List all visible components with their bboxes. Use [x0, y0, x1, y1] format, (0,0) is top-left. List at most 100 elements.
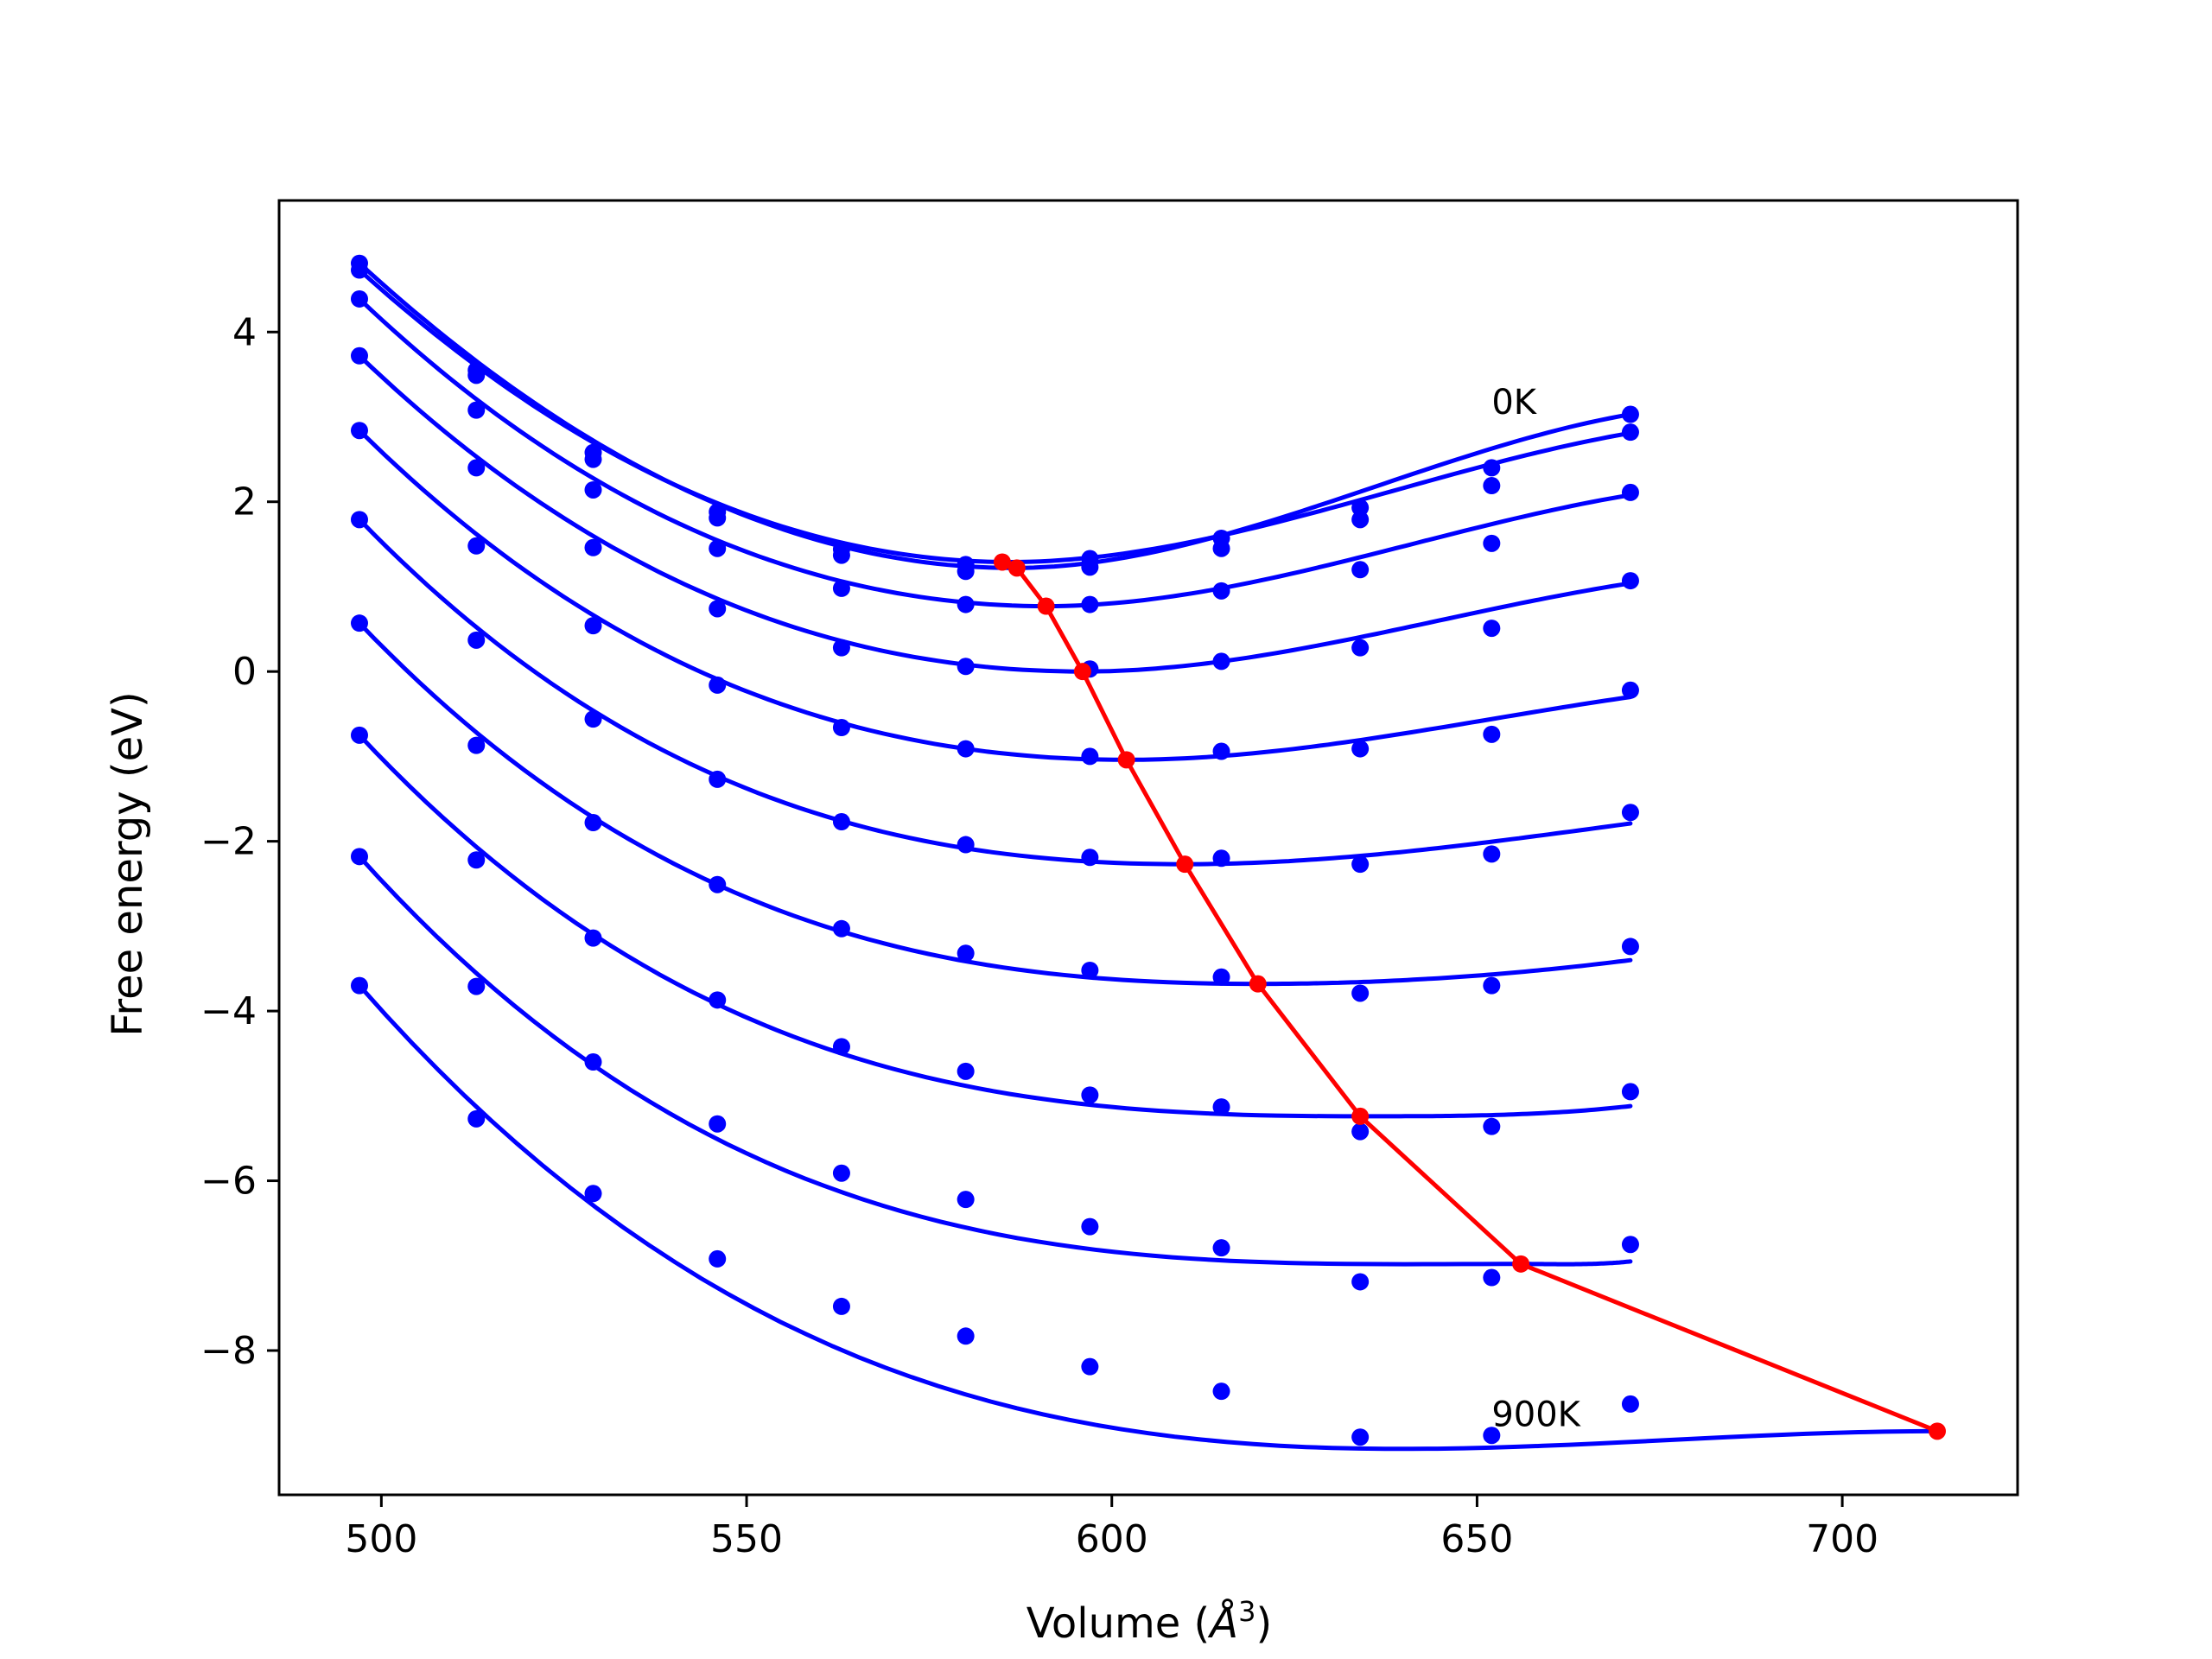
data-point-2-1 [467, 401, 486, 419]
minimum-point-6 [1249, 975, 1267, 993]
data-point-2-9 [1483, 534, 1501, 552]
data-point-3-2 [584, 538, 602, 556]
data-point-6-7 [1212, 968, 1230, 986]
data-point-8-0 [350, 848, 368, 866]
data-point-9-8 [1351, 1428, 1370, 1446]
data-point-1-7 [1212, 539, 1230, 557]
data-point-5-4 [832, 813, 850, 831]
x-tick-label-4: 700 [1806, 1517, 1878, 1561]
data-point-5-0 [350, 511, 368, 529]
data-point-2-0 [350, 289, 368, 308]
data-point-8-6 [1081, 1217, 1099, 1236]
data-point-6-6 [1081, 961, 1099, 979]
data-point-6-9 [1483, 976, 1501, 995]
data-point-4-4 [832, 719, 850, 737]
data-point-7-5 [957, 1062, 975, 1080]
data-point-9-6 [1081, 1357, 1099, 1376]
data-point-6-0 [350, 614, 368, 632]
data-point-1-4 [832, 546, 850, 564]
data-point-6-5 [957, 944, 975, 963]
data-point-1-1 [467, 366, 486, 385]
data-point-5-3 [709, 770, 727, 788]
data-point-1-3 [709, 509, 727, 527]
data-point-3-1 [467, 459, 486, 477]
data-point-7-1 [467, 851, 486, 869]
data-point-2-5 [957, 595, 975, 613]
data-point-1-5 [957, 563, 975, 581]
data-point-4-3 [709, 676, 727, 694]
data-point-2-7 [1212, 582, 1230, 600]
minimum-path-line [1001, 560, 1938, 1433]
data-points [350, 254, 1639, 1446]
data-point-8-2 [584, 1053, 602, 1071]
data-point-9-9 [1483, 1427, 1501, 1445]
data-point-7-8 [1351, 1122, 1370, 1141]
data-point-1-0 [350, 261, 368, 279]
minimum-point-4 [1117, 751, 1135, 769]
data-point-8-1 [467, 977, 486, 995]
data-point-5-7 [1212, 849, 1230, 868]
data-point-7-10 [1621, 1083, 1639, 1101]
data-point-3-10 [1621, 572, 1639, 590]
data-point-4-8 [1351, 740, 1370, 758]
minimum-point-8 [1512, 1255, 1530, 1273]
data-point-4-9 [1483, 725, 1501, 743]
data-point-5-6 [1081, 849, 1099, 867]
data-point-3-3 [709, 600, 727, 618]
data-point-2-10 [1621, 483, 1639, 501]
data-point-6-3 [709, 875, 727, 893]
data-point-1-6 [1081, 558, 1099, 576]
x-tick-label-2: 600 [1076, 1517, 1148, 1561]
data-point-4-2 [584, 617, 602, 635]
data-point-4-5 [957, 740, 975, 758]
data-point-2-2 [584, 480, 602, 499]
data-point-4-10 [1621, 681, 1639, 699]
data-point-6-1 [467, 736, 486, 754]
minimum-point-0 [993, 553, 1011, 571]
data-point-0-9 [1483, 459, 1501, 477]
data-point-8-3 [709, 1115, 727, 1133]
plot-frame [277, 199, 2019, 1497]
minimum-point-5 [1176, 855, 1194, 874]
data-point-7-6 [1081, 1086, 1099, 1104]
data-point-9-0 [350, 976, 368, 995]
data-point-6-8 [1351, 984, 1370, 1002]
data-point-5-9 [1483, 845, 1501, 863]
data-point-1-8 [1351, 511, 1370, 529]
x-tick-label-1: 550 [710, 1517, 783, 1561]
data-point-8-4 [832, 1164, 850, 1182]
minimum-point-1 [1007, 559, 1026, 577]
data-point-2-6 [1081, 595, 1099, 613]
data-point-2-4 [832, 579, 850, 597]
minimum-point-3 [1073, 663, 1091, 681]
data-point-3-5 [957, 658, 975, 676]
data-point-6-4 [832, 919, 850, 938]
data-point-5-1 [467, 631, 486, 649]
x-axis-label: Volume (Å3) [1027, 1595, 1272, 1648]
data-point-8-5 [957, 1191, 975, 1209]
data-point-1-9 [1483, 477, 1501, 495]
y-tick-label-0: 4 [232, 310, 257, 354]
data-point-5-5 [957, 836, 975, 854]
data-point-8-8 [1351, 1273, 1370, 1291]
x-tick-label-0: 500 [345, 1517, 417, 1561]
data-point-9-5 [957, 1327, 975, 1345]
data-point-4-7 [1212, 742, 1230, 760]
data-point-9-4 [832, 1297, 850, 1315]
data-point-9-10 [1621, 1395, 1639, 1413]
data-point-5-10 [1621, 804, 1639, 822]
data-point-8-10 [1621, 1236, 1639, 1254]
x-tick-label-3: 650 [1440, 1517, 1513, 1561]
data-point-2-8 [1351, 561, 1370, 579]
data-point-9-2 [584, 1185, 602, 1203]
y-tick-label-6: −8 [200, 1329, 257, 1373]
data-point-3-0 [350, 346, 368, 365]
y-tick-label-5: −6 [200, 1160, 257, 1204]
minimum-point-9 [1929, 1422, 1947, 1440]
minimum-point-7 [1351, 1107, 1370, 1125]
data-point-0-8 [1351, 499, 1370, 517]
data-point-6-10 [1621, 938, 1639, 956]
data-point-9-7 [1212, 1382, 1230, 1401]
data-point-7-0 [350, 726, 368, 744]
